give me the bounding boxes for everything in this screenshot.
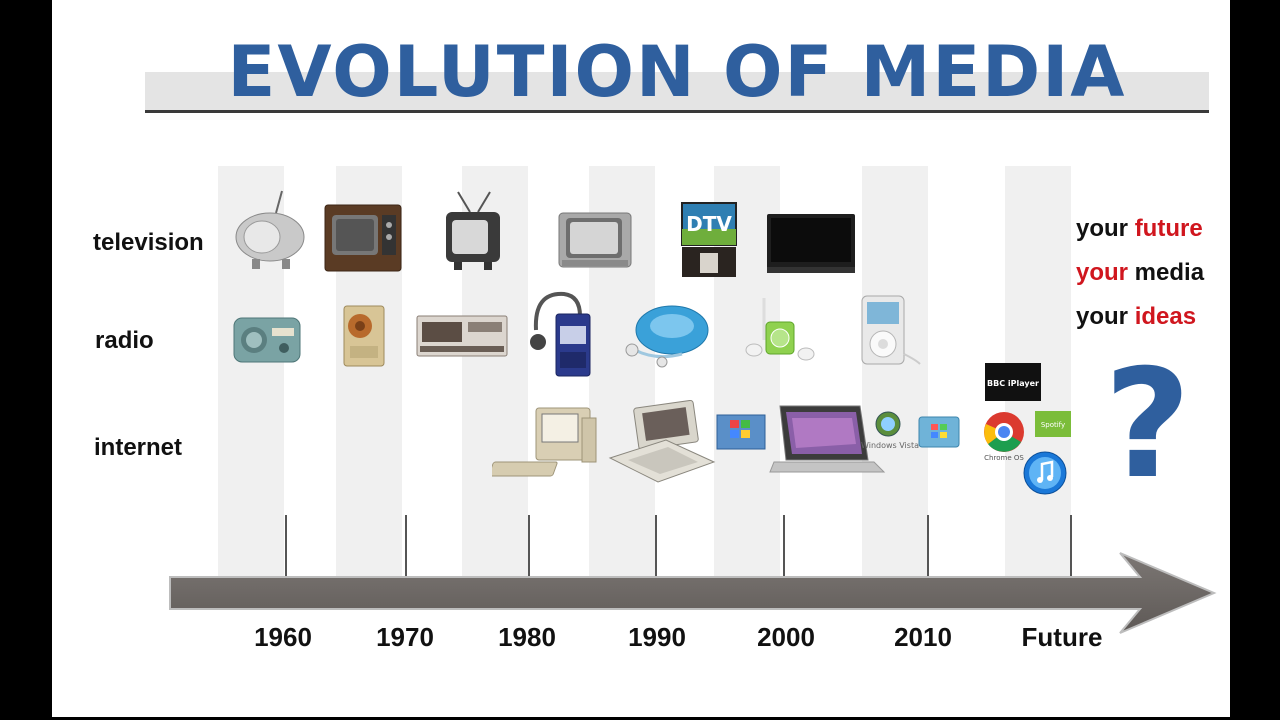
internet-1980-computer-image	[492, 407, 597, 477]
timeline-tick	[405, 515, 407, 585]
page-title: EVOLUTION OF MEDIA	[227, 31, 1127, 113]
internet-windows-7-image	[918, 416, 960, 448]
radio-ipod-shuffle-image	[745, 298, 815, 361]
radio-1970-image	[343, 305, 385, 367]
radio-walkman-image	[530, 291, 591, 377]
timeline-tick	[1070, 515, 1072, 585]
row-label-internet: internet	[94, 434, 183, 461]
chrome-os-label: Chrome OS	[984, 454, 1024, 462]
year-label: 1990	[628, 622, 686, 652]
timeline-arrow	[169, 552, 1217, 634]
year-label: 2000	[757, 622, 815, 652]
tv-1990-image	[558, 212, 632, 268]
year-label: 1980	[498, 622, 556, 652]
tagline-text: media	[1128, 259, 1205, 286]
tv-dtv-image: DTV	[681, 202, 737, 277]
tagline-highlight: your	[1076, 259, 1129, 286]
radio-ipod-classic-image	[861, 295, 921, 365]
title-underline-bar	[145, 72, 1209, 113]
tv-1970-image	[324, 204, 402, 272]
timeline-tick	[927, 515, 929, 585]
timeline-tick	[655, 515, 657, 585]
internet-2000-macbook-image	[769, 405, 886, 473]
bbc-label: BBC iPlayer	[987, 379, 1039, 388]
itunes-icon	[1023, 451, 1067, 495]
internet-windows-image	[716, 414, 766, 450]
radio-1960-image	[233, 317, 301, 363]
year-label: 1960	[254, 622, 312, 652]
timeline-band	[862, 166, 928, 580]
timeline-tick	[528, 515, 530, 585]
spotify-label: Spotify	[1041, 421, 1065, 429]
slide: EVOLUTION OF MEDIA television radio inte…	[52, 0, 1230, 717]
tagline-text: your	[1076, 215, 1135, 242]
internet-1990-laptop-image	[608, 400, 716, 483]
internet-bbc-iplayer-image: BBC iPlayer	[985, 363, 1041, 401]
row-label-radio: radio	[95, 327, 154, 354]
tv-1960-image	[235, 190, 305, 269]
tagline-line-1: your future	[1076, 215, 1203, 243]
timeline-tick	[285, 515, 287, 585]
windows-vista-label: Windows Vista	[861, 441, 919, 450]
tv-2000-image	[767, 214, 855, 273]
internet-chrome-os-image: Chrome OS	[984, 412, 1024, 462]
row-label-television: television	[93, 229, 204, 256]
radio-discman-image	[625, 305, 709, 368]
year-label: 2010	[894, 622, 952, 652]
internet-spotify-image: Spotify	[1035, 411, 1071, 437]
radio-1980-tape-deck-image	[416, 315, 508, 357]
year-label: 1970	[376, 622, 434, 652]
tagline-text: your	[1076, 303, 1135, 330]
tagline-line-3: your ideas	[1076, 303, 1196, 331]
tagline-highlight: ideas	[1134, 303, 1197, 330]
question-mark: ?	[1104, 338, 1192, 512]
tagline-highlight: future	[1134, 215, 1203, 242]
tv-1980-image	[446, 191, 500, 270]
internet-windows-vista-image: Windows Vista	[861, 411, 919, 450]
tagline-line-2: your media	[1076, 259, 1204, 287]
timeline-tick	[783, 515, 785, 585]
year-label: Future	[1021, 622, 1103, 652]
dtv-label: DTV	[686, 212, 732, 236]
